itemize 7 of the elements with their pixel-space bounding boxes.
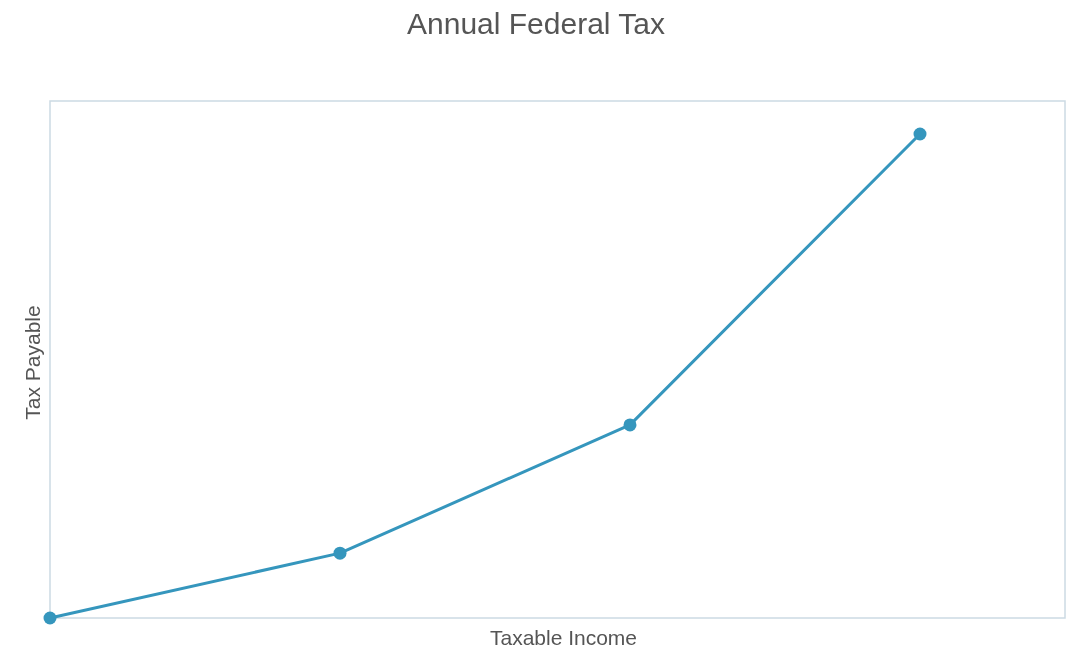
- point: [333, 546, 347, 560]
- x-axis-title: Taxable Income: [489, 626, 638, 649]
- point: [913, 127, 927, 141]
- point: [43, 611, 57, 625]
- y-axis-title: Tax Payable: [21, 305, 44, 420]
- point: [623, 418, 637, 432]
- chart-title: Annual Federal Tax: [407, 7, 665, 40]
